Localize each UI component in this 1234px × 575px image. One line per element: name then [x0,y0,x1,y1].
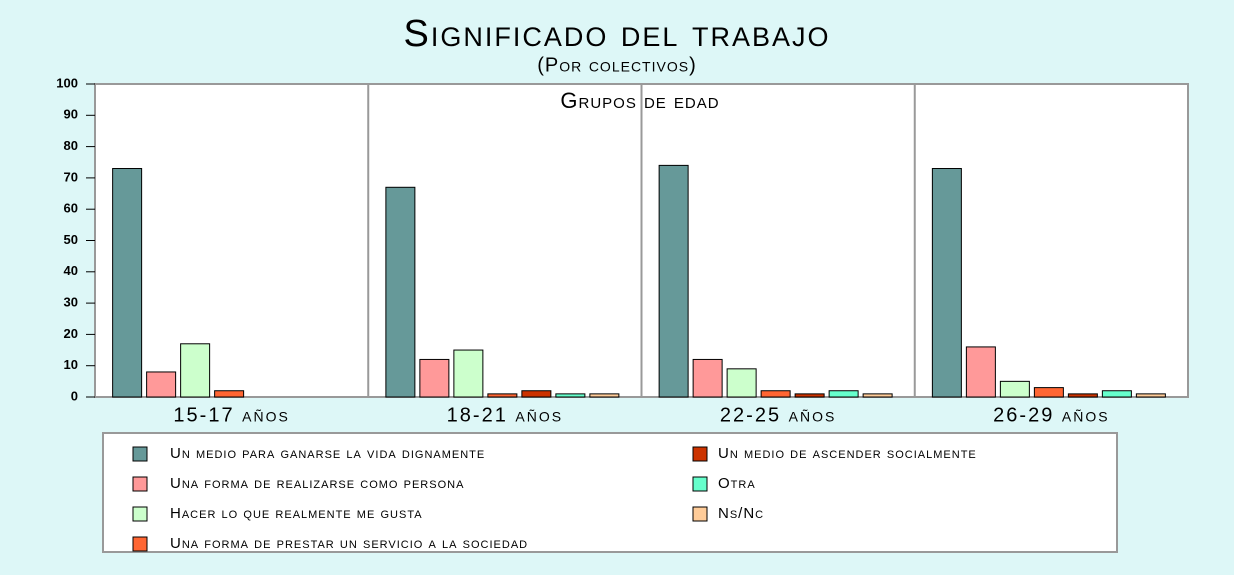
bar [555,393,586,398]
legend [102,432,1118,553]
legend-swatch [132,446,148,462]
bar [214,390,245,398]
legend-swatch [692,506,708,522]
bar [453,349,484,398]
bar [965,346,996,398]
y-tick-label: 100 [56,75,78,90]
bar [180,343,211,398]
y-tick-label: 10 [64,357,78,372]
chart-title: Significado del trabajo [403,13,830,55]
legend-swatch [132,506,148,522]
bar [692,358,723,398]
bar [760,390,791,398]
legend-label: Ns/Nc [718,505,764,522]
bar [112,168,143,398]
legend-label: Un medio de ascender socialmente [718,445,977,462]
chart-subtitle: (Por colectivos) [537,54,696,76]
x-tick-label: 18-21 años [447,404,563,426]
bar [1135,393,1166,398]
bar [794,393,825,398]
bar [521,390,552,398]
y-tick-label: 50 [64,232,78,247]
x-tick-label: 22-25 años [720,404,836,426]
legend-label: Un medio para ganarse la vida dignamente [170,445,485,462]
legend-label: Hacer lo que realmente me gusta [170,505,423,522]
bar [862,393,893,398]
bar [999,380,1030,398]
legend-label: Una forma de realizarse como persona [170,475,464,492]
bar [385,186,416,398]
legend-swatch [692,446,708,462]
bar [1033,387,1064,398]
bar [419,358,450,398]
y-tick-label: 0 [71,388,78,403]
legend-label: Otra [718,475,756,492]
y-tick-label: 90 [64,107,78,122]
y-tick-label: 40 [64,263,78,278]
legend-swatch [132,476,148,492]
bar [589,393,620,398]
bar [1067,393,1098,398]
bar [828,390,859,398]
legend-swatch [132,536,148,552]
x-tick-label: 15-17 años [173,404,289,426]
y-tick-label: 80 [64,138,78,153]
x-tick-label: 26-29 años [993,404,1109,426]
y-tick-label: 70 [64,169,78,184]
bar [487,393,518,398]
bar [146,371,177,398]
y-tick-label: 60 [64,201,78,216]
y-tick-label: 20 [64,326,78,341]
legend-swatch [692,476,708,492]
bar [726,368,757,398]
bar [931,168,962,398]
bar [658,164,689,398]
annotation: Grupos de edad [560,88,719,113]
y-tick-label: 30 [64,295,78,310]
legend-label: Una forma de prestar un servicio a la so… [170,535,528,552]
bar [1101,390,1132,398]
